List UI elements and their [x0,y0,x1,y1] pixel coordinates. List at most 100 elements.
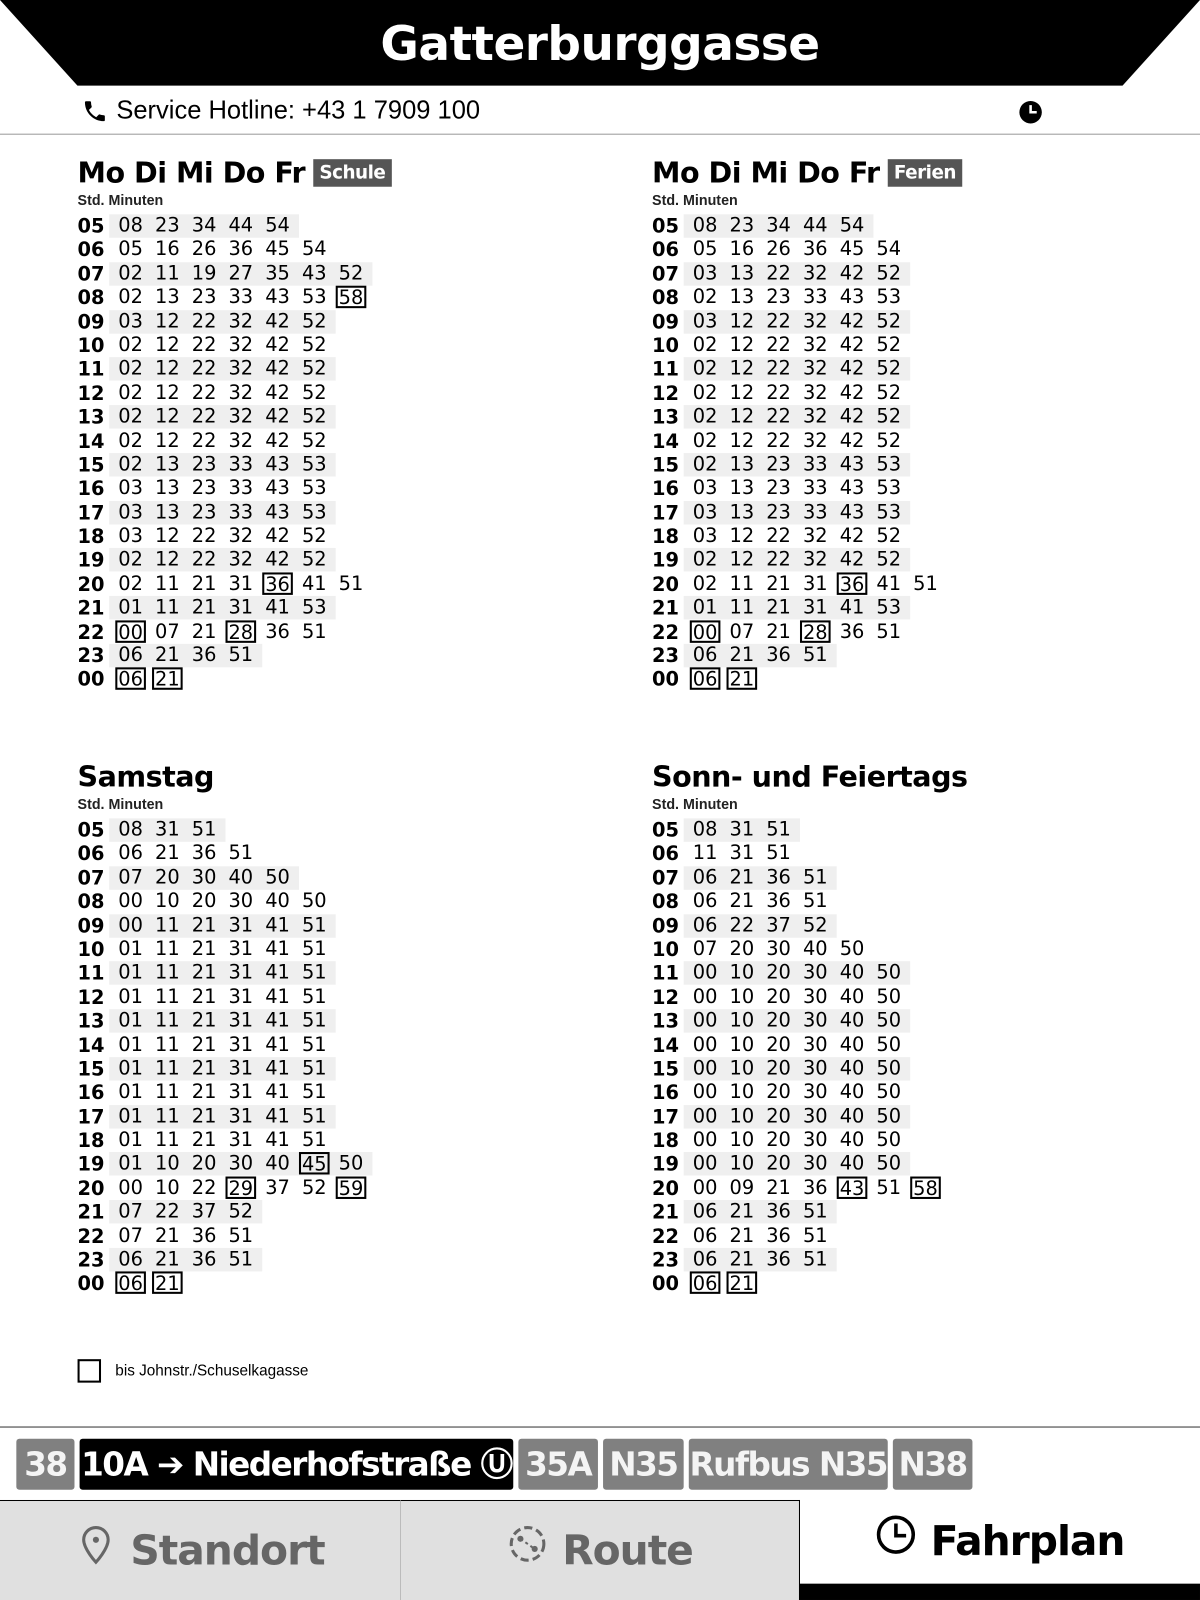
minute-cell: 30 [802,1104,828,1128]
tab-route[interactable]: Route [399,1499,800,1600]
hour-cell: 06 [77,239,105,262]
minute-cell: 52 [876,429,902,452]
minute-cell: 41 [265,596,290,619]
minute-cell: 40 [839,1128,865,1152]
minute-cell: 10 [729,1033,755,1056]
minute-cell: 51 [802,1247,828,1271]
minute-cell: 53 [876,476,902,500]
minute-cell: 31 [228,985,254,1008]
minute-cell: 52 [301,1176,327,1199]
route-chip[interactable]: N35 [603,1438,684,1490]
minute-cell-boxed: 58 [910,1176,941,1199]
hour-cell: 09 [77,914,105,938]
minute-cell: 21 [155,842,180,865]
table-row: 08 06 21 36 51 [652,890,967,914]
minute-cell-boxed: 00 [115,620,146,643]
minute-cell: 22 [191,548,217,571]
minute-cell: 11 [155,985,180,1008]
row-shading [109,1057,336,1081]
row-shading [683,548,911,572]
table-row: 13 00 10 20 30 40 50 [652,1009,967,1033]
row-shading [683,357,911,381]
hour-cell: 15 [77,1058,105,1081]
minute-cell: 00 [692,1104,718,1128]
minute-cell: 00 [692,985,718,1008]
tab-standort[interactable]: Standort [0,1499,400,1600]
minute-cell: 21 [191,1009,217,1032]
table-row: 15 02 13 23 33 43 53 [78,452,392,477]
minute-cell: 22 [191,333,217,357]
minute-cell: 07 [118,1224,143,1247]
table-row: 07 03 13 22 32 42 52 [652,262,962,286]
route-chip[interactable]: 38 [16,1438,75,1490]
minute-cell: 23 [766,452,791,476]
table-row: 09 00 11 21 31 41 51 [77,913,336,938]
minute-cell-boxed: 45 [298,1152,330,1175]
minute-cell: 41 [265,1057,290,1080]
route-chip[interactable]: 35A [518,1438,598,1490]
tab-fahrplan[interactable]: Fahrplan [799,1500,1200,1600]
minute-cell: 11 [155,913,180,937]
minute-cell: 07 [729,620,755,643]
minute-cell: 12 [155,333,180,357]
minute-cell: 07 [692,937,718,961]
route-chip[interactable]: N38 [892,1438,973,1490]
minute-cell: 52 [301,524,327,548]
minute-cell: 03 [692,500,718,524]
table-row: 17 01 11 21 31 41 51 [78,1104,336,1129]
table-row: 05 08 23 34 44 54 [78,214,392,238]
minute-cell: 02 [692,429,718,452]
hour-cell: 13 [77,406,105,429]
minute-cell: 51 [301,620,327,643]
hour-cell: 23 [652,1249,680,1272]
section-title: Sonn- und Feiertags [652,760,968,794]
route-chip[interactable]: 10A ➔ Niederhofstraße Ⓤ [79,1438,514,1490]
minute-cell: 37 [766,913,791,937]
header-banner [0,0,1200,86]
minute-cell: 10 [729,1080,755,1104]
minute-cell: 51 [913,572,938,595]
minute-cell: 01 [118,1152,143,1175]
route-chip[interactable]: Rufbus N35 [688,1438,888,1490]
minute-cell: 22 [191,429,217,452]
hour-cell: 16 [77,1081,105,1105]
minute-cell: 10 [155,889,180,913]
minute-cell: 51 [802,1200,828,1223]
minute-cell: 23 [766,476,791,500]
minute-cell: 42 [839,357,865,380]
table-row: 19 02 12 22 32 42 52 [652,548,962,572]
minute-cell: 36 [766,1200,791,1223]
minute-cell: 36 [766,889,791,913]
table-row: 20 00 09 21 36 43 51 58 [652,1176,967,1200]
minute-cell: 40 [228,866,254,889]
minute-cell: 32 [802,262,828,285]
service-hotline[interactable]: Service Hotline: +43 1 7909 100 [82,96,480,126]
minute-cell: 02 [692,452,718,476]
minute-cell: 41 [265,1009,290,1032]
minute-cell: 42 [839,429,865,452]
minute-cell: 02 [118,452,143,476]
table-row: 12 02 12 22 32 42 52 [652,381,962,405]
table-row: 18 03 12 22 32 42 52 [652,525,962,549]
minute-cell-boxed: 59 [335,1176,367,1199]
minute-cell-boxed: 21 [152,1271,183,1295]
minute-cell: 00 [692,1057,718,1080]
minute-cell: 21 [191,985,217,1008]
minute-cell: 36 [191,643,217,667]
minute-cell: 22 [766,262,791,285]
table-row: 13 01 11 21 31 41 51 [78,1009,336,1033]
row-shading [109,405,336,429]
hour-cell: 19 [652,1153,680,1176]
minute-cell: 42 [839,309,865,333]
minute-cell: 30 [802,1152,828,1175]
minute-cell: 50 [876,1009,902,1032]
boxed-marker-sample [77,1359,102,1383]
hour-cell: 09 [652,310,680,334]
table-row: 22 06 21 36 51 [652,1224,967,1248]
minute-cell-boxed: 06 [115,1271,146,1295]
table-row: 07 06 21 36 51 [652,866,967,890]
clock-icon[interactable] [1018,100,1042,124]
minute-cell: 03 [692,524,718,548]
minute-cell: 50 [265,866,290,889]
minute-cell: 53 [301,476,327,500]
